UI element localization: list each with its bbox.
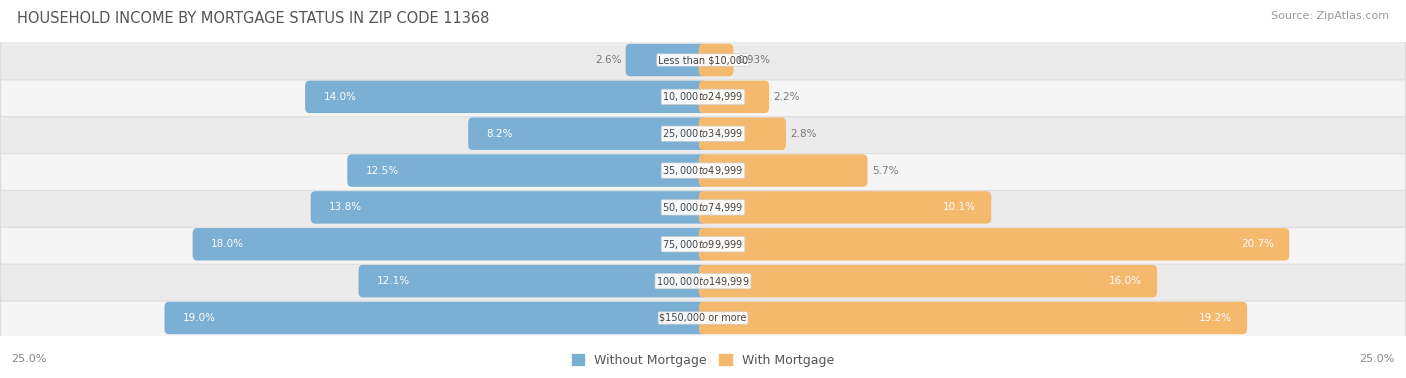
FancyBboxPatch shape: [468, 118, 707, 150]
Text: 20.7%: 20.7%: [1241, 239, 1274, 249]
Text: 19.2%: 19.2%: [1198, 313, 1232, 323]
FancyBboxPatch shape: [699, 44, 734, 76]
Text: $50,000 to $74,999: $50,000 to $74,999: [662, 201, 744, 214]
Text: 2.2%: 2.2%: [773, 92, 800, 102]
FancyBboxPatch shape: [0, 40, 1406, 80]
Text: 12.1%: 12.1%: [377, 276, 411, 286]
FancyBboxPatch shape: [0, 77, 1406, 117]
Text: Source: ZipAtlas.com: Source: ZipAtlas.com: [1271, 11, 1389, 21]
Text: $25,000 to $34,999: $25,000 to $34,999: [662, 127, 744, 140]
FancyBboxPatch shape: [699, 154, 868, 187]
Text: 18.0%: 18.0%: [211, 239, 243, 249]
FancyBboxPatch shape: [347, 154, 707, 187]
FancyBboxPatch shape: [699, 118, 786, 150]
Text: 13.8%: 13.8%: [329, 203, 363, 212]
Text: 25.0%: 25.0%: [1360, 354, 1395, 364]
FancyBboxPatch shape: [311, 191, 707, 224]
FancyBboxPatch shape: [359, 265, 707, 297]
FancyBboxPatch shape: [0, 187, 1406, 227]
Legend: Without Mortgage, With Mortgage: Without Mortgage, With Mortgage: [567, 349, 839, 372]
Text: 0.93%: 0.93%: [738, 55, 770, 65]
Text: 25.0%: 25.0%: [11, 354, 46, 364]
FancyBboxPatch shape: [305, 81, 707, 113]
FancyBboxPatch shape: [165, 302, 707, 334]
FancyBboxPatch shape: [193, 228, 707, 260]
Text: Less than $10,000: Less than $10,000: [658, 55, 748, 65]
FancyBboxPatch shape: [0, 114, 1406, 153]
Text: $100,000 to $149,999: $100,000 to $149,999: [657, 275, 749, 288]
Text: HOUSEHOLD INCOME BY MORTGAGE STATUS IN ZIP CODE 11368: HOUSEHOLD INCOME BY MORTGAGE STATUS IN Z…: [17, 11, 489, 26]
FancyBboxPatch shape: [0, 151, 1406, 191]
Text: $35,000 to $49,999: $35,000 to $49,999: [662, 164, 744, 177]
Text: 2.8%: 2.8%: [790, 129, 817, 139]
Text: 2.6%: 2.6%: [595, 55, 621, 65]
FancyBboxPatch shape: [626, 44, 707, 76]
FancyBboxPatch shape: [0, 225, 1406, 264]
Text: $150,000 or more: $150,000 or more: [659, 313, 747, 323]
FancyBboxPatch shape: [0, 298, 1406, 338]
FancyBboxPatch shape: [699, 302, 1247, 334]
FancyBboxPatch shape: [699, 265, 1157, 297]
FancyBboxPatch shape: [699, 228, 1289, 260]
Text: 19.0%: 19.0%: [183, 313, 215, 323]
Text: $75,000 to $99,999: $75,000 to $99,999: [662, 238, 744, 251]
Text: 12.5%: 12.5%: [366, 166, 399, 175]
Text: 8.2%: 8.2%: [486, 129, 513, 139]
Text: 14.0%: 14.0%: [323, 92, 356, 102]
FancyBboxPatch shape: [699, 191, 991, 224]
FancyBboxPatch shape: [0, 261, 1406, 301]
Text: 10.1%: 10.1%: [943, 203, 976, 212]
Text: $10,000 to $24,999: $10,000 to $24,999: [662, 90, 744, 103]
Text: 16.0%: 16.0%: [1109, 276, 1142, 286]
Text: 5.7%: 5.7%: [872, 166, 898, 175]
FancyBboxPatch shape: [699, 81, 769, 113]
